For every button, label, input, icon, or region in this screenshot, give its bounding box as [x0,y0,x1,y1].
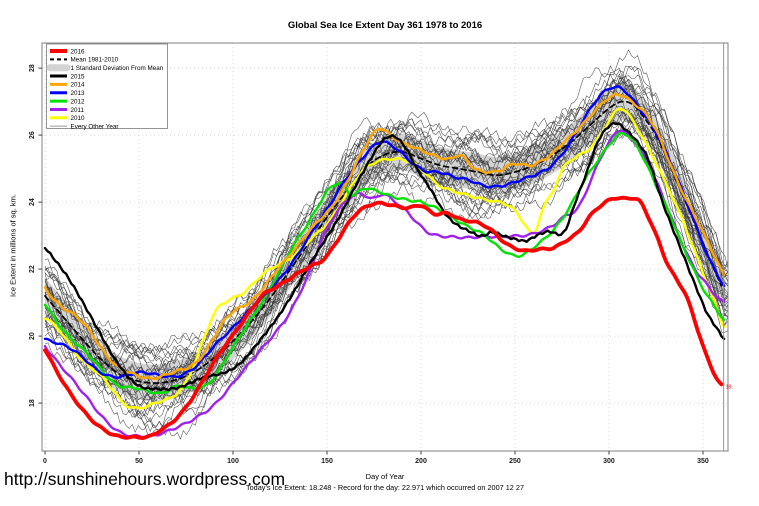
x-tick-label: 300 [603,458,615,465]
other-year-line [44,65,728,379]
legend-label: 2015 [71,73,86,80]
other-year-line [44,120,728,423]
series-line-mean-1981-2010 [44,100,723,384]
legend-item-every-other-year: Every Other Year [50,123,118,130]
legend-item-2010: 2010 [50,115,85,122]
series-line-2012 [43,131,726,395]
plot-frame [41,42,729,452]
today-extent-annotation: Today's Ice Extent: 18.248 - Record for … [245,483,525,492]
other-year-line [44,108,728,412]
series-line-2014 [43,93,726,381]
y-tick-label: 18 [29,399,36,407]
legend-label: 2014 [71,82,86,89]
other-year-line [44,49,728,355]
x-tick-label: 150 [321,458,333,465]
series-line-2010 [43,107,726,410]
legend-item-2011: 2011 [50,107,85,114]
legend-item-mean-1981-2010: Mean 1981-2010 [50,57,119,64]
other-year-line [44,66,728,378]
y-tick-label: 28 [29,64,36,72]
other-year-line [44,97,728,388]
y-tick-label: 26 [29,131,36,139]
current-value-label: 18.248 [726,384,742,390]
x-tick-label: 50 [135,458,143,465]
other-year-line [44,79,728,368]
legend-item-2012: 2012 [50,98,85,105]
legend-label: Every Other Year [71,123,119,130]
legend-label: Mean 1981-2010 [71,57,119,64]
legend-label: 2013 [71,90,86,97]
legend-label: 2016 [71,48,86,55]
x-tick-label: 0 [43,458,47,465]
y-tick-label: 24 [29,198,36,206]
legend-item-1-standard-deviation-from-mean: 1 Standard Deviation From Mean [46,64,164,72]
y-tick-label: 20 [29,332,36,340]
legend-item-2014: 2014 [50,82,85,89]
series-line-2015 [43,121,726,392]
series-line-2013 [43,85,726,379]
other-year-line [44,67,728,362]
site-url: http://sunshinehours.wordpress.com [4,469,286,489]
x-tick-label: 200 [415,458,427,465]
legend-label: 2011 [71,107,85,114]
y-tick-label: 22 [29,265,36,273]
other-year-line [44,108,728,395]
legend-label: 1 Standard Deviation From Mean [71,65,164,72]
legend-item-2016: 2016 [50,48,85,55]
other-year-line [44,108,728,410]
series-line-2016 [43,195,724,440]
legend-border [46,43,168,129]
legend-label: 2012 [71,98,86,105]
legend-item-2015: 2015 [50,73,85,80]
x-tick-label: 100 [227,458,239,465]
x-tick-label: 250 [509,458,521,465]
legend-label: 2010 [71,115,86,122]
x-tick-label: 350 [697,458,709,465]
legend-item-2013: 2013 [50,90,85,97]
chart-title: Global Sea Ice Extent Day 361 1978 to 20… [287,20,483,31]
x-axis-title: Day of Year [365,472,405,481]
